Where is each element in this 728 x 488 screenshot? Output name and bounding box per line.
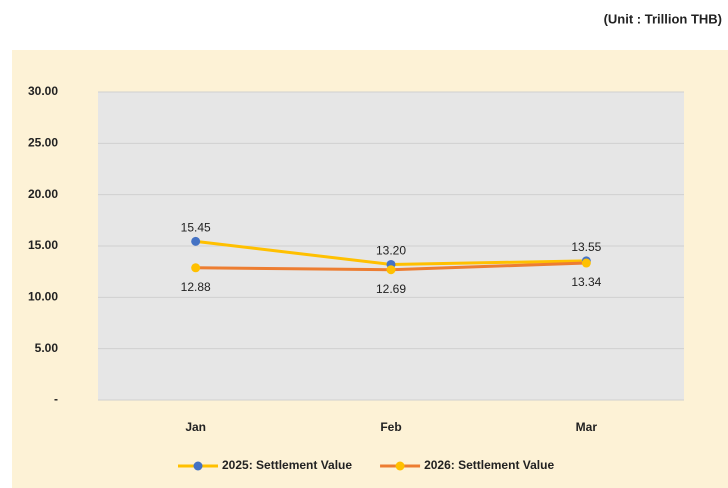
legend-label: 2025: Settlement Value — [222, 458, 352, 472]
y-tick-label: 10.00 — [28, 290, 58, 304]
y-tick-label: 5.00 — [35, 341, 59, 355]
legend-marker — [395, 461, 405, 471]
marker — [386, 265, 396, 275]
data-label: 13.55 — [571, 240, 601, 254]
data-label: 12.69 — [376, 282, 406, 296]
y-tick-label: 20.00 — [28, 187, 58, 201]
y-tick-label: 15.00 — [28, 238, 58, 252]
legend-marker — [193, 461, 203, 471]
marker — [191, 236, 201, 246]
unit-label: (Unit : Trillion THB) — [604, 11, 722, 26]
marker — [191, 263, 201, 273]
data-label: 13.34 — [571, 275, 601, 289]
x-tick-label: Jan — [185, 420, 206, 434]
data-label: 15.45 — [181, 221, 211, 235]
x-tick-label: Mar — [576, 420, 598, 434]
y-tick-label: 25.00 — [28, 136, 58, 150]
data-label: 13.20 — [376, 244, 406, 258]
legend-label: 2026: Settlement Value — [424, 458, 554, 472]
y-tick-label: - — [54, 392, 58, 406]
marker — [581, 258, 591, 268]
data-label: 12.88 — [181, 280, 211, 294]
x-tick-label: Feb — [380, 420, 401, 434]
y-tick-label: 30.00 — [28, 84, 58, 98]
